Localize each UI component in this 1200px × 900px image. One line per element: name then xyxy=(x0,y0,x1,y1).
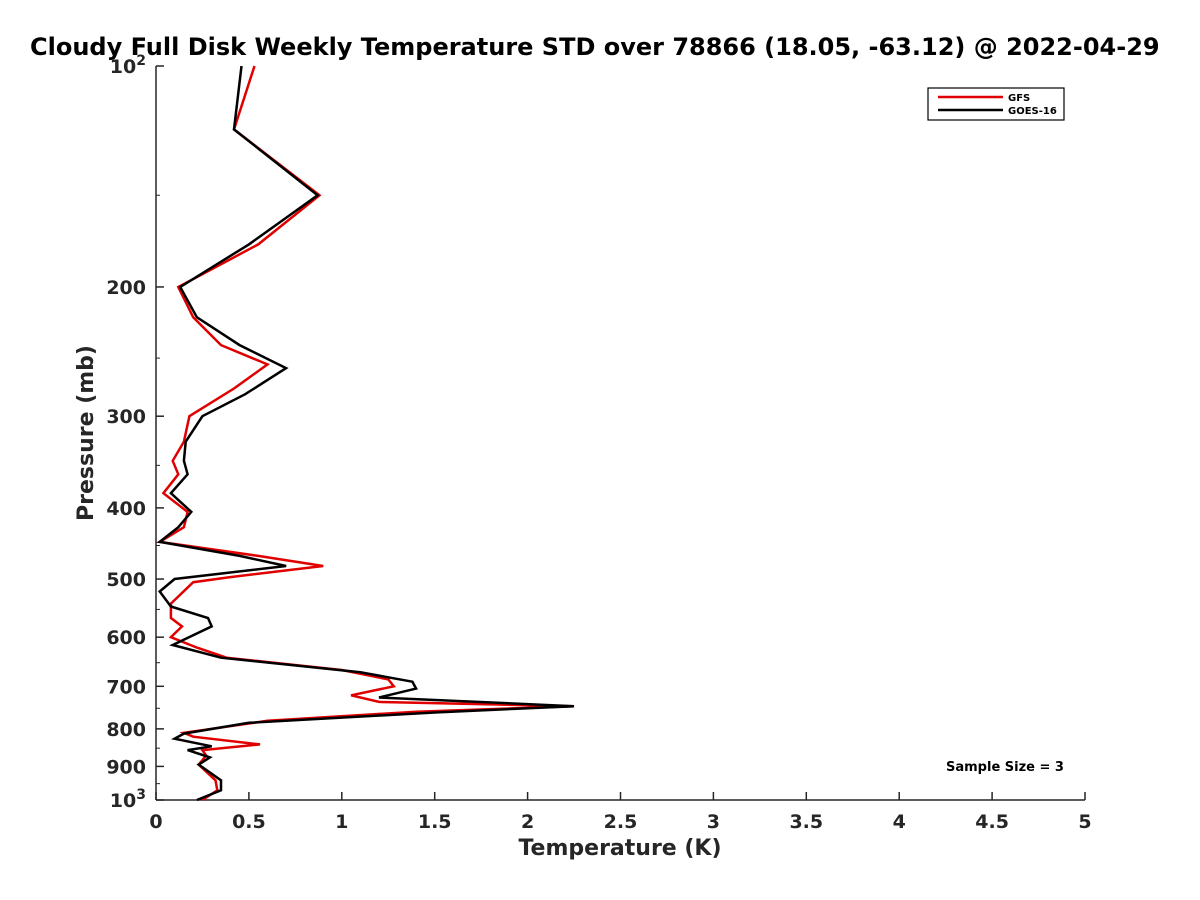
chart-title: Cloudy Full Disk Weekly Temperature STD … xyxy=(30,33,1160,61)
legend-label-goes16: GOES-16 xyxy=(1008,106,1057,117)
series-layer xyxy=(156,65,575,802)
y-tick-label: 600 xyxy=(106,627,146,649)
series-line-gfs xyxy=(156,65,575,802)
legend: GFS GOES-16 xyxy=(927,87,1065,121)
y-tick-label: 900 xyxy=(106,756,146,778)
sample-size-annotation: Sample Size = 3 xyxy=(946,760,1064,775)
x-tick-label: 5 xyxy=(1078,811,1091,833)
x-tick-label: 4.5 xyxy=(975,811,1009,833)
legend-box xyxy=(927,87,1065,121)
y-tick-label: 102 xyxy=(110,53,146,78)
x-tick-label: 0 xyxy=(149,811,162,833)
y-tick-label: 300 xyxy=(106,406,146,428)
x-tick-label: 3 xyxy=(707,811,720,833)
series-line-goes16 xyxy=(156,65,575,802)
y-tick-label: 500 xyxy=(106,569,146,591)
x-tick-label: 0.5 xyxy=(232,811,266,833)
x-tick-label: 2 xyxy=(521,811,534,833)
x-tick-label: 3.5 xyxy=(789,811,823,833)
x-axis-label: Temperature (K) xyxy=(518,836,721,861)
legend-label-gfs: GFS xyxy=(1008,93,1030,104)
x-tick-label: 1.5 xyxy=(418,811,452,833)
x-tick-label: 4 xyxy=(893,811,906,833)
y-tick-label: 700 xyxy=(106,676,146,698)
y-tick-label: 800 xyxy=(106,719,146,741)
y-tick-label: 400 xyxy=(106,498,146,520)
y-tick-label: 103 xyxy=(110,787,146,812)
x-tick-label: 2.5 xyxy=(604,811,638,833)
x-axis: 0 0.5 1 1.5 2 2.5 3 3.5 4 4.5 5 xyxy=(149,792,1092,833)
y-tick-label: 200 xyxy=(106,277,146,299)
y-axis: 102 200 300 400 500 600 700 800 900 103 xyxy=(106,53,164,812)
x-tick-label: 1 xyxy=(335,811,348,833)
y-axis-label: Pressure (mb) xyxy=(74,345,99,521)
